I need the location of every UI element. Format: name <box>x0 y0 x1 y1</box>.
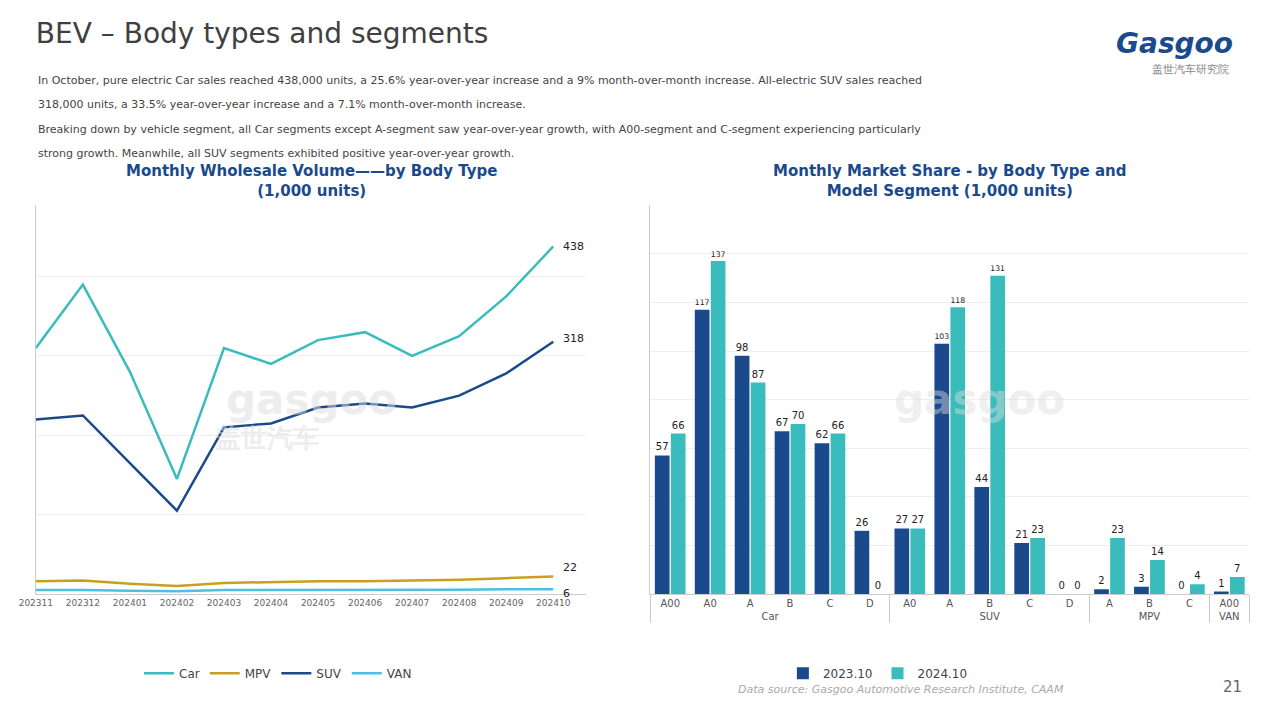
svg-text:gasgoo: gasgoo <box>894 375 1065 424</box>
svg-text:Car: Car <box>179 667 200 681</box>
svg-text:C: C <box>1026 598 1033 609</box>
svg-text:6: 6 <box>563 587 570 600</box>
svg-text:202409: 202409 <box>489 598 524 608</box>
svg-text:0: 0 <box>875 580 881 591</box>
svg-text:22: 22 <box>563 561 577 574</box>
svg-text:A00: A00 <box>1220 598 1240 609</box>
svg-text:gasgoo: gasgoo <box>226 375 397 424</box>
svg-text:Gasgoo: Gasgoo <box>1116 27 1233 60</box>
svg-text:VAN: VAN <box>1219 611 1240 622</box>
svg-text:3: 3 <box>1138 573 1144 584</box>
svg-text:66: 66 <box>832 420 845 431</box>
svg-text:202402: 202402 <box>160 598 194 608</box>
svg-text:103: 103 <box>934 332 949 341</box>
svg-text:MPV: MPV <box>1139 611 1161 622</box>
svg-text:438: 438 <box>563 240 584 253</box>
svg-text:202406: 202406 <box>348 598 383 608</box>
svg-text:盖世汽车: 盖世汽车 <box>215 423 319 453</box>
svg-text:23: 23 <box>1031 524 1044 535</box>
svg-text:C: C <box>1186 598 1193 609</box>
svg-text:62: 62 <box>816 429 829 440</box>
svg-text:2023.10: 2023.10 <box>823 667 873 681</box>
svg-text:202403: 202403 <box>207 598 241 608</box>
svg-text:202311: 202311 <box>19 598 53 608</box>
svg-text:202410: 202410 <box>536 598 571 608</box>
svg-text:14: 14 <box>1151 546 1164 557</box>
svg-text:44: 44 <box>975 473 988 484</box>
svg-text:1: 1 <box>1218 578 1224 589</box>
svg-text:27: 27 <box>911 514 924 525</box>
svg-text:A00: A00 <box>660 598 680 609</box>
svg-text:117: 117 <box>695 298 710 307</box>
svg-text:C: C <box>826 598 833 609</box>
svg-text:0: 0 <box>1058 580 1064 591</box>
svg-text:98: 98 <box>736 342 749 353</box>
svg-text:87: 87 <box>752 369 765 380</box>
svg-text:202312: 202312 <box>66 598 100 608</box>
svg-text:B: B <box>787 598 794 609</box>
svg-text:202401: 202401 <box>113 598 147 608</box>
svg-text:MPV: MPV <box>245 667 272 681</box>
svg-text:26: 26 <box>856 517 869 528</box>
svg-text:318,000 units, a 33.5% year-ov: 318,000 units, a 33.5% year-over-year in… <box>38 98 526 111</box>
svg-text:A0: A0 <box>704 598 717 609</box>
svg-text:SUV: SUV <box>316 667 341 681</box>
svg-text:67: 67 <box>776 417 789 428</box>
svg-text:0: 0 <box>1178 580 1184 591</box>
svg-text:In October, pure electric Car: In October, pure electric Car sales reac… <box>38 74 922 87</box>
svg-text:21: 21 <box>1223 678 1242 696</box>
svg-text:2024.10: 2024.10 <box>918 667 968 681</box>
svg-text:Breaking down by vehicle segme: Breaking down by vehicle segment, all Ca… <box>38 123 921 136</box>
svg-text:66: 66 <box>672 420 685 431</box>
svg-text:21: 21 <box>1015 529 1028 540</box>
svg-text:盖世汽车研究院: 盖世汽车研究院 <box>1152 63 1229 76</box>
svg-text:23: 23 <box>1111 524 1124 535</box>
svg-text:A0: A0 <box>903 598 916 609</box>
svg-text:7: 7 <box>1234 563 1240 574</box>
svg-text:B: B <box>1146 598 1153 609</box>
svg-text:SUV: SUV <box>979 611 1000 622</box>
svg-text:202408: 202408 <box>442 598 477 608</box>
svg-text:137: 137 <box>711 250 726 259</box>
svg-text:B: B <box>986 598 993 609</box>
svg-text:57: 57 <box>656 441 669 452</box>
svg-text:Monthly Market Share - by Body: Monthly Market Share - by Body Type andM… <box>773 162 1126 200</box>
svg-text:VAN: VAN <box>387 667 412 681</box>
svg-text:A: A <box>946 598 953 609</box>
svg-text:118: 118 <box>950 296 965 305</box>
svg-text:BEV – Body types and segments: BEV – Body types and segments <box>36 17 488 50</box>
svg-text:4: 4 <box>1194 570 1200 581</box>
svg-text:D: D <box>1066 598 1074 609</box>
svg-text:A: A <box>1106 598 1113 609</box>
svg-text:0: 0 <box>1074 580 1080 591</box>
svg-text:2: 2 <box>1098 575 1104 586</box>
svg-text:Car: Car <box>761 611 779 622</box>
svg-text:A: A <box>747 598 754 609</box>
svg-text:27: 27 <box>895 514 908 525</box>
svg-text:D: D <box>866 598 874 609</box>
svg-text:Data source: Gasgoo Automotive: Data source: Gasgoo Automotive Research … <box>738 683 1064 696</box>
svg-text:318: 318 <box>563 332 584 345</box>
svg-text:131: 131 <box>990 264 1005 273</box>
svg-text:202407: 202407 <box>395 598 429 608</box>
svg-text:70: 70 <box>792 410 805 421</box>
svg-text:strong growth. Meanwhile, all: strong growth. Meanwhile, all SUV segmen… <box>38 147 514 160</box>
svg-text:202405: 202405 <box>301 598 335 608</box>
svg-text:Monthly Wholesale Volume——by B: Monthly Wholesale Volume——by Body Type(1… <box>126 162 497 200</box>
svg-text:202404: 202404 <box>254 598 289 608</box>
